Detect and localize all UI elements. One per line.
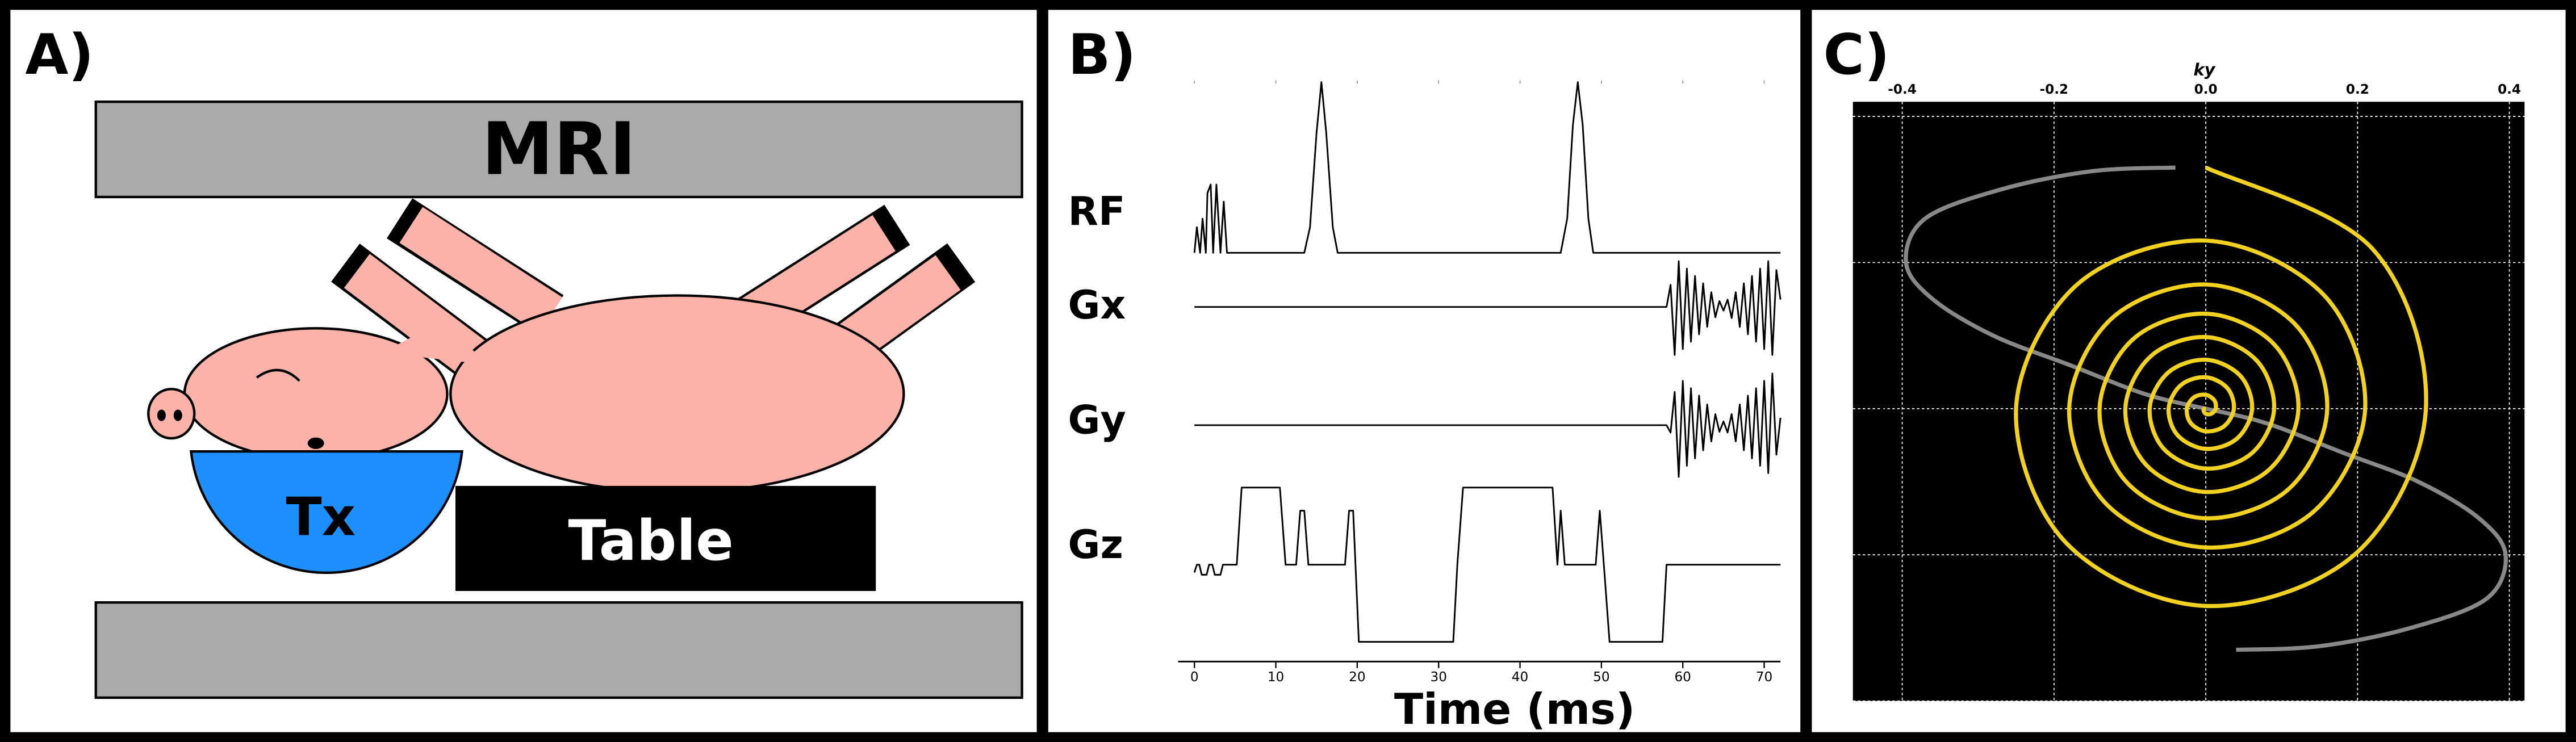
waveform xyxy=(1194,260,1782,356)
magnet-bottom xyxy=(94,601,1023,699)
table xyxy=(455,485,876,591)
track-label: Gz xyxy=(1068,522,1123,568)
x-tick-label: 20 xyxy=(1349,670,1365,685)
x-axis-label: ky xyxy=(2193,60,2215,79)
magnet-top xyxy=(94,100,1023,199)
x-tick-label: -0.2 xyxy=(2040,82,2069,97)
track-label: Gx xyxy=(1068,283,1126,328)
y-tick-label: 0.2 xyxy=(1877,543,1892,567)
table-label: Table xyxy=(568,509,733,573)
spiral xyxy=(2014,165,2428,609)
x-tick-label: 70 xyxy=(1756,670,1772,685)
waveform xyxy=(1194,372,1782,478)
y-tick-label: 0.0 xyxy=(1877,397,1892,420)
panel-label: C) xyxy=(1824,23,1890,87)
x-tick-label: 40 xyxy=(1512,670,1528,685)
panel-label: B) xyxy=(1068,23,1136,87)
y-tick-label: -0.4 xyxy=(1877,102,1892,131)
track-label: Gy xyxy=(1068,397,1126,443)
magnet-label: MRI xyxy=(482,108,636,192)
x-tick-label: 0.2 xyxy=(2346,82,2369,97)
x-axis-label: Time (ms) xyxy=(1394,684,1635,734)
pig xyxy=(147,198,976,494)
x-tick-label: 30 xyxy=(1430,670,1446,685)
panel-b xyxy=(1048,10,1801,732)
trajectory-arm xyxy=(2205,406,2508,652)
x-tick-label: 50 xyxy=(1593,670,1609,685)
waveform xyxy=(1193,487,1781,643)
y-tick-label: 0.4 xyxy=(1877,676,1892,699)
track-label: RF xyxy=(1068,189,1126,234)
trajectory-plot: -0.4 -0.2 0.0 0.2 0.4 -0.4 -0.2 0.0 0.2 0.4 xyxy=(1852,82,2525,702)
coil-label: Tx xyxy=(286,487,356,548)
tx-coil xyxy=(189,450,463,574)
y-tick-label: -0.2 xyxy=(1877,248,1892,277)
x-tick-label: 60 xyxy=(1674,670,1691,685)
panel-label: A) xyxy=(25,23,94,87)
x-tick-label: 0.0 xyxy=(2194,82,2218,97)
x-tick-label: 0 xyxy=(1190,670,1199,685)
x-tick-label: 0.4 xyxy=(2498,82,2521,97)
sequence-plot: 0 10 20 30 40 50 60 70 RF Gx Gy Gz xyxy=(1068,80,1782,685)
x-tick-label: -0.4 xyxy=(1888,82,1917,97)
trajectory-arm xyxy=(1904,165,2206,411)
x-tick-label: 10 xyxy=(1268,670,1284,685)
waveform xyxy=(1193,81,1781,254)
